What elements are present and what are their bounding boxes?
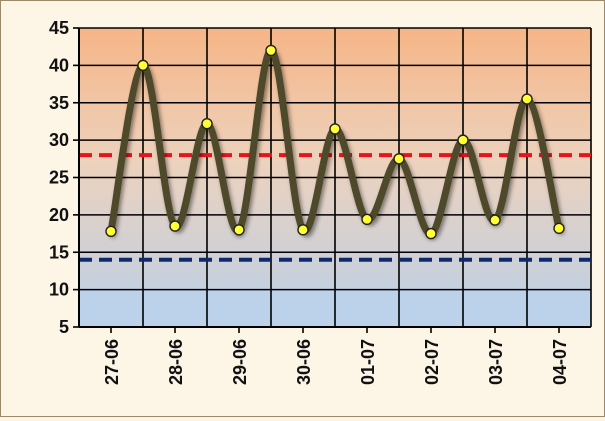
x-tick-label: 30-06 <box>294 339 314 385</box>
x-tick-label: 04-07 <box>550 339 570 385</box>
y-tick-label: 35 <box>49 93 69 113</box>
data-point <box>425 227 437 240</box>
data-point <box>265 44 277 57</box>
data-point <box>393 153 405 165</box>
data-point <box>105 225 117 238</box>
data-point <box>233 224 245 236</box>
y-tick-label: 40 <box>49 55 69 75</box>
x-tick-label: 02-07 <box>422 339 442 385</box>
y-tick-label: 10 <box>49 280 69 300</box>
x-tick-label: 01-07 <box>358 339 378 385</box>
y-tick-label: 30 <box>49 130 69 150</box>
x-tick-label: 29-06 <box>230 339 250 385</box>
y-tick-label: 15 <box>49 242 69 262</box>
data-point <box>137 59 149 72</box>
data-point <box>489 214 501 226</box>
data-point <box>521 93 533 105</box>
data-point <box>553 222 565 235</box>
y-tick-label: 25 <box>49 168 69 188</box>
data-point <box>169 220 181 232</box>
data-point <box>361 213 373 226</box>
data-point <box>457 134 469 146</box>
y-tick-label: 20 <box>49 205 69 225</box>
y-tick-label: 45 <box>49 18 69 38</box>
x-tick-label: 27-06 <box>102 339 122 385</box>
data-point <box>329 123 341 135</box>
data-point <box>297 224 309 236</box>
x-tick-label: 28-06 <box>166 339 186 385</box>
y-tick-label: 5 <box>59 317 69 337</box>
data-point <box>201 117 213 130</box>
x-tick-label: 03-07 <box>486 339 506 385</box>
